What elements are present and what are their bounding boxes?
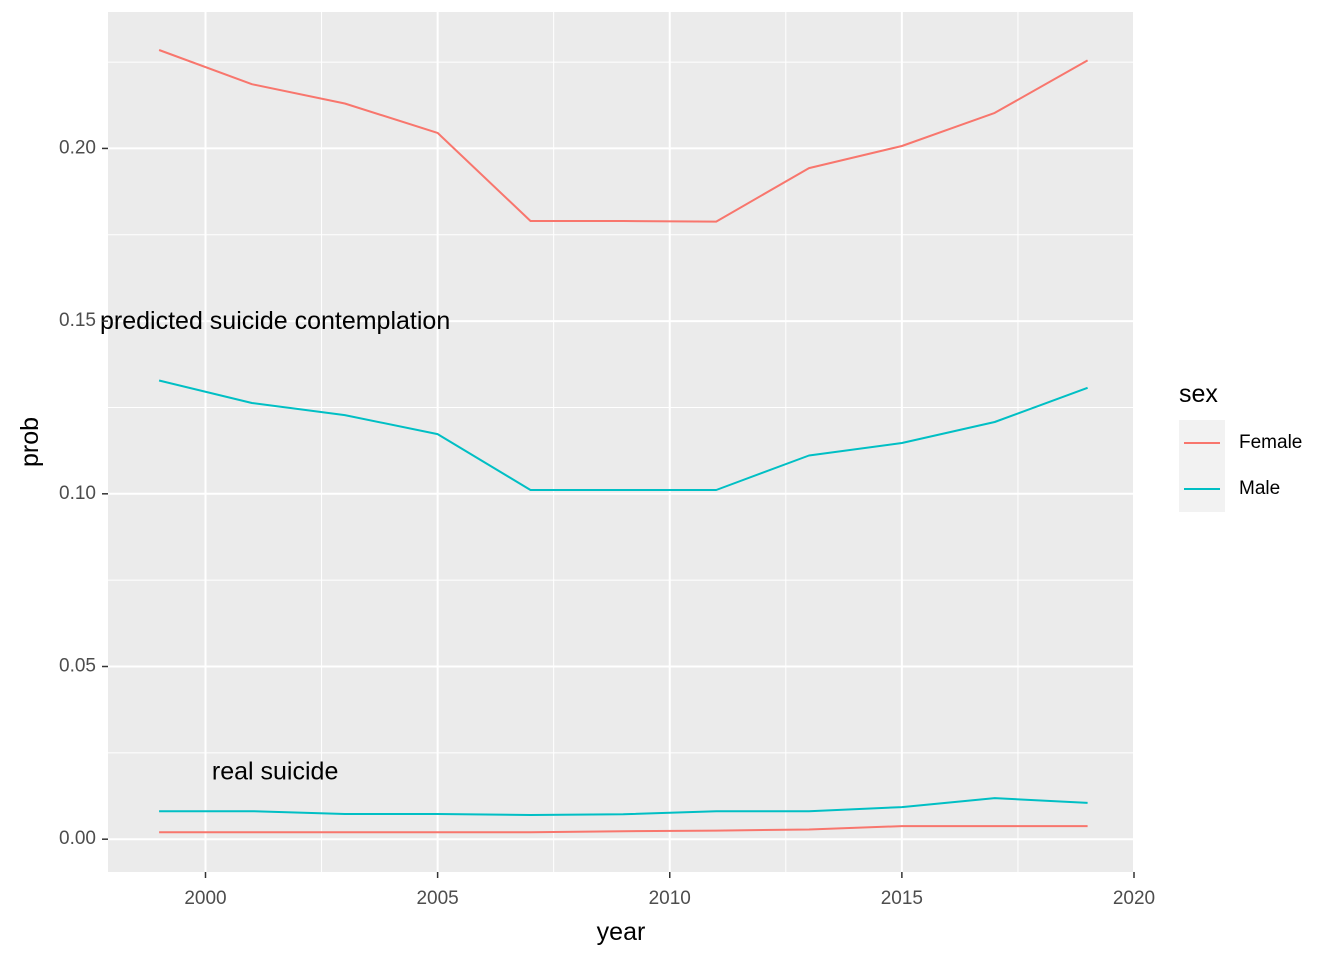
- x-tick-label: 2020: [1113, 888, 1155, 909]
- x-tick-label: 2000: [184, 888, 226, 909]
- y-axis: 0.00 0.05 0.10 0.15 0.20: [59, 137, 108, 849]
- x-axis-title: year: [597, 918, 646, 946]
- legend-title: sex: [1179, 380, 1218, 408]
- annotation-label: real suicide: [212, 757, 338, 785]
- series-line-male: [158, 379, 1088, 491]
- plot-panel: [108, 12, 1134, 872]
- y-tick-label: 0.00: [59, 828, 96, 849]
- annotations: predicted suicide contemplation real suic…: [100, 307, 450, 786]
- y-axis-title: prob: [16, 417, 44, 467]
- x-tick-label: 2015: [881, 888, 923, 909]
- x-tick-label: 2010: [649, 888, 691, 909]
- x-tick-label: 2005: [416, 888, 458, 909]
- y-tick-label: 0.10: [59, 483, 96, 504]
- series-line-female: [158, 49, 1089, 223]
- y-tick-label: 0.15: [59, 310, 96, 331]
- legend-label-male: Male: [1239, 478, 1280, 499]
- annotation-label: predicted suicide contemplation: [100, 307, 450, 335]
- legend-label-female: Female: [1239, 432, 1302, 453]
- legend: sex Female Male: [1179, 380, 1302, 512]
- x-axis: 2000 2005 2010 2015 2020: [184, 872, 1155, 909]
- y-tick-label: 0.20: [59, 137, 96, 158]
- series-line-male: [159, 797, 1088, 816]
- y-tick-label: 0.05: [59, 656, 96, 677]
- series-line-female: [159, 825, 1088, 834]
- series-lines: [158, 49, 1089, 834]
